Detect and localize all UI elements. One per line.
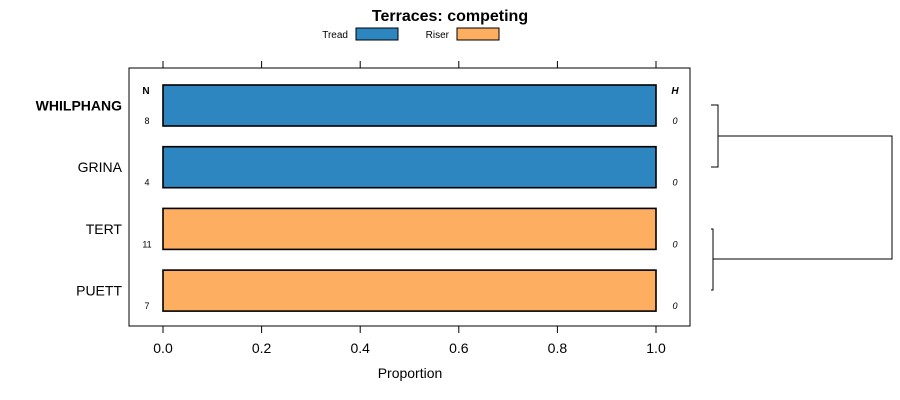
legend-swatch-riser: [456, 27, 500, 41]
category-labels: WHILPHANG 8 0 GRINA 4 0 TERT 11 0 PUETT 7 0: [36, 98, 678, 312]
bars: [162, 84, 657, 312]
legend-swatch-tread: [355, 27, 399, 41]
n-header: N: [142, 86, 149, 97]
legend: Tread Riser: [322, 27, 500, 41]
category-label: TERT: [86, 221, 123, 237]
dendrogram-cluster-top: [711, 104, 719, 168]
bar-riser: [162, 269, 657, 312]
n-value: 11: [142, 239, 151, 249]
n-value: 8: [144, 116, 149, 126]
h-value: 0: [672, 178, 677, 188]
n-value: 7: [144, 301, 149, 311]
legend-label-riser: Riser: [426, 30, 450, 41]
dendrogram-cluster-bottom: [711, 228, 714, 291]
h-value: 0: [672, 116, 677, 126]
h-value: 0: [672, 301, 677, 311]
dendrogram-root: [713, 135, 893, 260]
x-axis-label: Proportion: [378, 365, 443, 381]
bar-tread: [162, 84, 657, 127]
x-tick-label: 0.2: [252, 340, 272, 356]
x-tick-label: 0.8: [548, 340, 568, 356]
x-tick-label: 0.0: [153, 340, 173, 356]
x-tick-label: 0.4: [350, 340, 370, 356]
bar-tread: [162, 145, 657, 189]
n-value: 4: [144, 178, 149, 188]
h-header: H: [671, 86, 679, 97]
h-value: 0: [672, 239, 677, 249]
legend-label-tread: Tread: [322, 30, 348, 41]
category-label: WHILPHANG: [36, 98, 122, 114]
category-label: GRINA: [78, 159, 123, 175]
plot-panel: [128, 67, 691, 327]
category-label: PUETT: [76, 283, 122, 299]
axes: 0.0 0.2 0.4 0.6 0.8 1.0: [153, 61, 666, 356]
bar-riser: [162, 207, 657, 251]
chart-title: Terraces: competing: [372, 8, 528, 25]
x-tick-label: 0.6: [449, 340, 469, 356]
x-tick-label: 1.0: [646, 340, 666, 356]
dendrogram: [711, 104, 893, 291]
